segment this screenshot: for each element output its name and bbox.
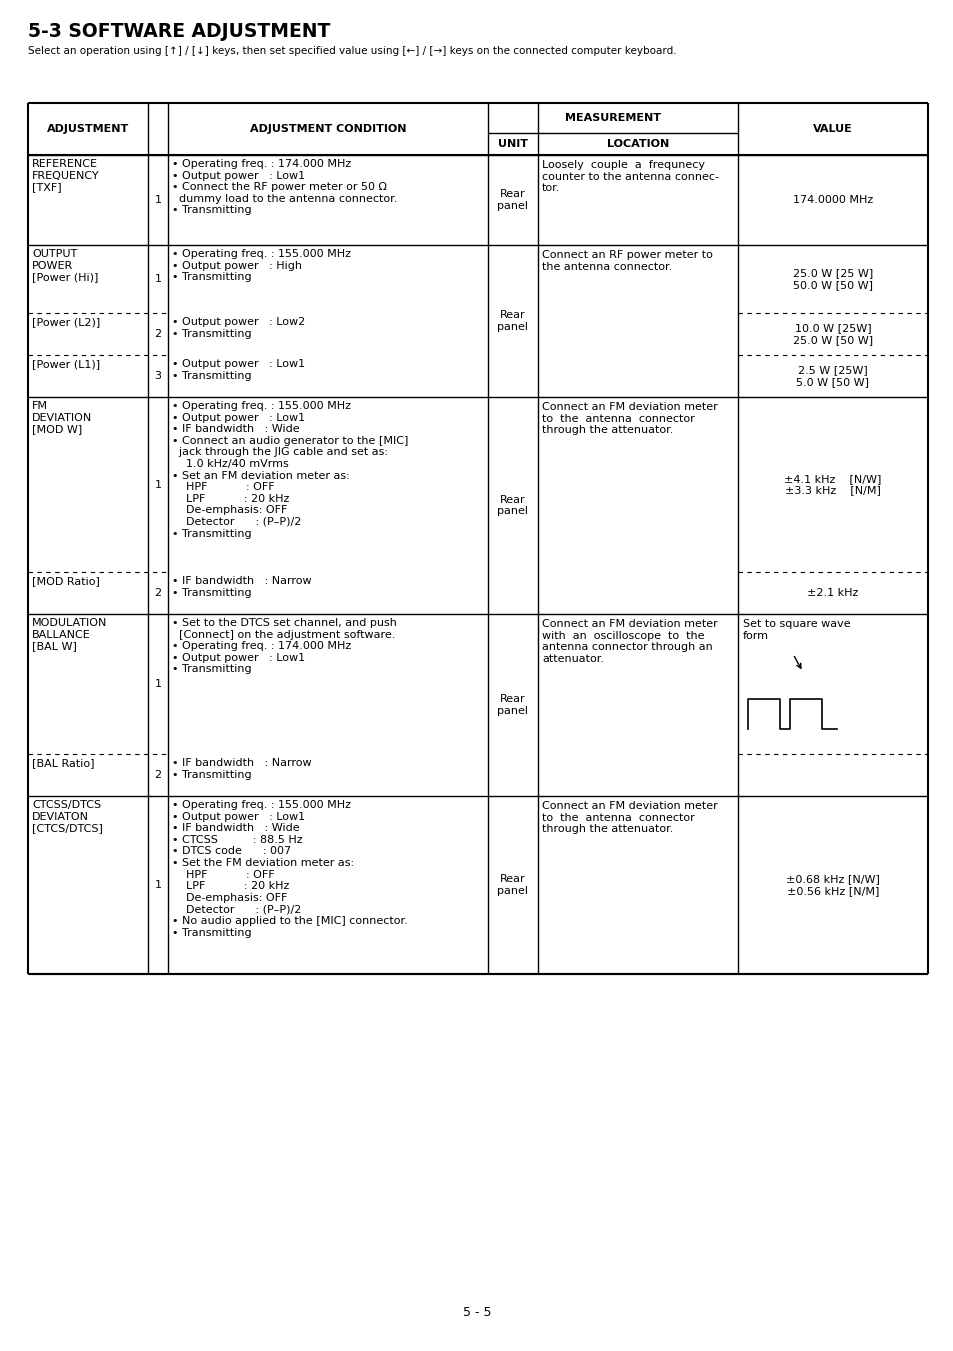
Text: 2: 2 [154,770,161,780]
Text: 2: 2 [154,330,161,339]
Text: 5 - 5: 5 - 5 [462,1306,491,1320]
Text: Set to square wave
form: Set to square wave form [742,619,850,640]
Text: MEASUREMENT: MEASUREMENT [564,113,660,123]
Text: [MOD Ratio]: [MOD Ratio] [32,576,100,586]
Text: • Operating freq. : 174.000 MHz
• Output power   : Low1
• Connect the RF power m: • Operating freq. : 174.000 MHz • Output… [172,159,397,215]
Text: 1: 1 [154,274,161,284]
Text: Loosely  couple  a  frequnecy
counter to the antenna connec-
tor.: Loosely couple a frequnecy counter to th… [541,159,719,193]
Text: 174.0000 MHz: 174.0000 MHz [792,195,872,205]
Text: 1: 1 [154,195,161,205]
Text: Connect an FM deviation meter
to  the  antenna  connector
through the attenuator: Connect an FM deviation meter to the ant… [541,801,717,834]
Text: Connect an RF power meter to
the antenna connector.: Connect an RF power meter to the antenna… [541,250,712,272]
Text: LOCATION: LOCATION [606,139,668,149]
Text: • Operating freq. : 155.000 MHz
• Output power   : Low1
• IF bandwidth   : Wide
: • Operating freq. : 155.000 MHz • Output… [172,800,407,938]
Text: • Operating freq. : 155.000 MHz
• Output power   : High
• Transmitting: • Operating freq. : 155.000 MHz • Output… [172,249,351,282]
Text: 10.0 W [25W]
25.0 W [50 W]: 10.0 W [25W] 25.0 W [50 W] [792,323,872,345]
Text: FM
DEVIATION
[MOD W]: FM DEVIATION [MOD W] [32,401,92,434]
Text: ±2.1 kHz: ±2.1 kHz [806,588,858,598]
Text: • Operating freq. : 155.000 MHz
• Output power   : Low1
• IF bandwidth   : Wide
: • Operating freq. : 155.000 MHz • Output… [172,401,408,539]
Text: CTCSS/DTCS
DEVIATON
[CTCS/DTCS]: CTCSS/DTCS DEVIATON [CTCS/DTCS] [32,800,103,834]
Text: 25.0 W [25 W]
50.0 W [50 W]: 25.0 W [25 W] 50.0 W [50 W] [792,269,872,290]
Text: Connect an FM deviation meter
to  the  antenna  connector
through the attenuator: Connect an FM deviation meter to the ant… [541,403,717,435]
Text: • IF bandwidth   : Narrow
• Transmitting: • IF bandwidth : Narrow • Transmitting [172,758,312,780]
Text: 3: 3 [154,372,161,381]
Text: VALUE: VALUE [812,124,852,134]
Text: 2.5 W [25W]
5.0 W [50 W]: 2.5 W [25W] 5.0 W [50 W] [796,365,868,386]
Text: ADJUSTMENT: ADJUSTMENT [47,124,129,134]
Text: MODULATION
BALLANCE
[BAL W]: MODULATION BALLANCE [BAL W] [32,617,108,651]
Text: Select an operation using [↑] / [↓] keys, then set specified value using [←] / [: Select an operation using [↑] / [↓] keys… [28,46,676,55]
Text: Rear
panel: Rear panel [497,494,528,516]
Text: [Power (L2)]: [Power (L2)] [32,317,100,327]
Text: 1: 1 [154,680,161,689]
Text: 1: 1 [154,480,161,489]
Text: 1: 1 [154,880,161,890]
Text: UNIT: UNIT [497,139,527,149]
Text: • Output power   : Low2
• Transmitting: • Output power : Low2 • Transmitting [172,317,305,339]
Text: • Set to the DTCS set channel, and push
  [Connect] on the adjustment software.
: • Set to the DTCS set channel, and push … [172,617,396,674]
Text: Connect an FM deviation meter
with  an  oscilloscope  to  the
antenna connector : Connect an FM deviation meter with an os… [541,619,717,663]
Text: ADJUSTMENT CONDITION: ADJUSTMENT CONDITION [250,124,406,134]
Text: Rear
panel: Rear panel [497,694,528,716]
Text: ±0.68 kHz [N/W]
±0.56 kHz [N/M]: ±0.68 kHz [N/W] ±0.56 kHz [N/M] [785,874,879,896]
Text: [Power (L1)]: [Power (L1)] [32,359,100,369]
Text: Rear
panel: Rear panel [497,311,528,332]
Text: Rear
panel: Rear panel [497,189,528,211]
Text: Rear
panel: Rear panel [497,874,528,896]
Text: [BAL Ratio]: [BAL Ratio] [32,758,94,767]
Text: • Output power   : Low1
• Transmitting: • Output power : Low1 • Transmitting [172,359,305,381]
Text: 2: 2 [154,588,161,598]
Text: REFERENCE
FREQUENCY
[TXF]: REFERENCE FREQUENCY [TXF] [32,159,99,192]
Text: ±4.1 kHz    [N/W]
±3.3 kHz    [N/M]: ±4.1 kHz [N/W] ±3.3 kHz [N/M] [783,474,881,496]
Text: 5-3 SOFTWARE ADJUSTMENT: 5-3 SOFTWARE ADJUSTMENT [28,22,330,41]
Text: OUTPUT
POWER
[Power (Hi)]: OUTPUT POWER [Power (Hi)] [32,249,98,282]
Text: • IF bandwidth   : Narrow
• Transmitting: • IF bandwidth : Narrow • Transmitting [172,576,312,597]
